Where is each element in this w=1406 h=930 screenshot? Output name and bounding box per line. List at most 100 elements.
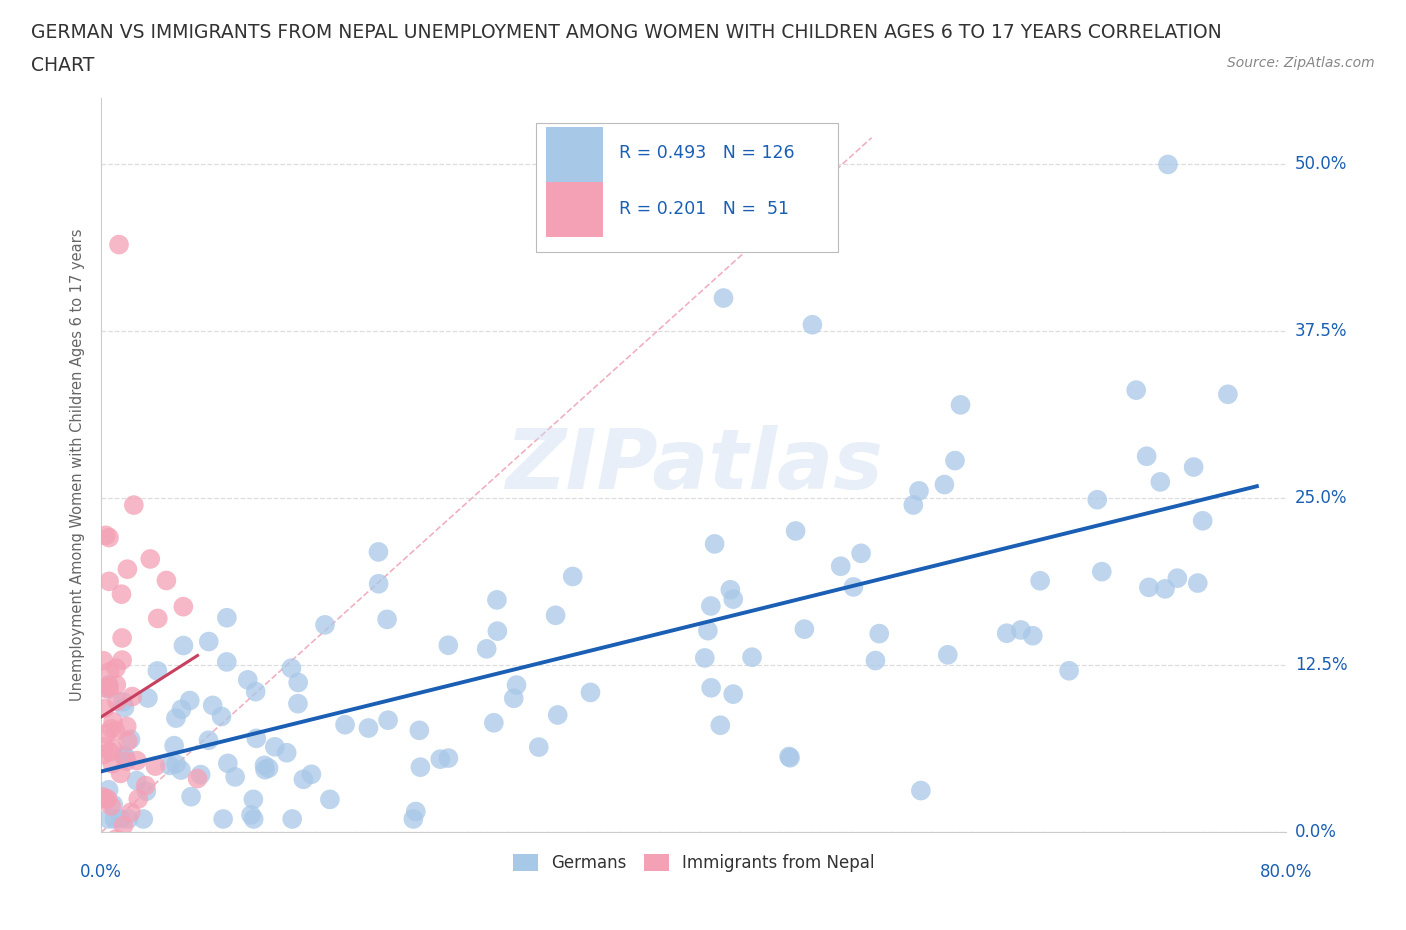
Point (105, 660, 128, 675)
Point (505, 678, 527, 693)
Point (287, 697, 309, 711)
Point (105, 694, 128, 709)
Point (97, 782, 120, 797)
Point (197, 634, 219, 649)
Point (103, 797, 125, 812)
Text: R = 0.201   N =  51: R = 0.201 N = 51 (619, 200, 789, 219)
Point (276, 745, 298, 760)
Point (91, 838, 114, 853)
Point (215, 655, 238, 670)
Point (121, 689, 143, 704)
Point (190, 767, 212, 782)
Point (93, 701, 115, 716)
Point (215, 610, 238, 625)
Point (165, 757, 187, 772)
Point (155, 573, 177, 588)
Point (903, 498, 925, 512)
Point (700, 599, 723, 614)
Point (475, 642, 498, 657)
Point (1085, 492, 1108, 507)
Point (112, 818, 135, 833)
FancyBboxPatch shape (546, 182, 603, 237)
Y-axis label: Unemployment Among Women with Children Ages 6 to 17 years: Unemployment Among Women with Children A… (70, 229, 86, 701)
Point (97, 677, 120, 692)
Point (703, 537, 725, 551)
Point (375, 612, 398, 627)
Point (257, 761, 280, 776)
Point (830, 559, 852, 574)
Point (139, 551, 162, 566)
Point (1149, 474, 1171, 489)
Point (211, 709, 233, 724)
Point (1125, 383, 1147, 398)
Text: 12.5%: 12.5% (1295, 657, 1347, 674)
Point (1010, 622, 1032, 637)
Point (995, 626, 1018, 641)
Point (224, 769, 246, 784)
Point (110, 812, 132, 827)
Point (949, 397, 972, 412)
Point (718, 582, 741, 597)
Point (136, 691, 159, 706)
Point (111, 695, 134, 710)
Point (1057, 663, 1080, 678)
Point (1182, 459, 1205, 474)
Point (700, 681, 723, 696)
Point (96, 791, 118, 806)
Point (115, 753, 138, 768)
Text: 0.0%: 0.0% (80, 863, 122, 881)
Point (94, 528, 117, 543)
Point (314, 618, 336, 632)
Point (105, 831, 128, 846)
Point (94, 726, 117, 741)
Point (1187, 576, 1209, 591)
Point (253, 758, 276, 773)
Point (779, 751, 801, 765)
Point (405, 804, 427, 819)
Point (527, 739, 550, 754)
Point (93, 747, 115, 762)
Point (111, 653, 134, 668)
Point (1216, 387, 1239, 402)
Point (120, 732, 142, 747)
Point (93, 653, 115, 668)
Point (186, 771, 208, 786)
Point (402, 812, 425, 827)
Point (1154, 581, 1177, 596)
Text: ZIPatlas: ZIPatlas (505, 424, 883, 506)
Point (721, 686, 744, 701)
Text: 50.0%: 50.0% (1295, 155, 1347, 173)
Point (93, 739, 115, 754)
Point (115, 719, 138, 734)
Point (110, 587, 132, 602)
Point (280, 660, 302, 675)
Point (114, 700, 136, 715)
Point (115, 838, 138, 853)
Point (91, 838, 114, 853)
Point (437, 638, 460, 653)
Point (117, 812, 139, 827)
Point (723, 591, 745, 606)
Point (101, 742, 124, 757)
Point (377, 712, 399, 727)
Point (485, 592, 508, 607)
Point (91, 790, 114, 804)
Point (101, 714, 124, 729)
Point (135, 784, 157, 799)
Point (98, 664, 121, 679)
Point (197, 733, 219, 748)
Point (785, 524, 807, 538)
Point (1191, 513, 1213, 528)
Point (693, 650, 716, 665)
Point (170, 763, 193, 777)
Point (1022, 629, 1045, 644)
Point (127, 791, 149, 806)
Point (101, 756, 124, 771)
Point (908, 484, 931, 498)
Point (103, 812, 125, 827)
Point (333, 717, 356, 732)
Point (943, 453, 966, 468)
Point (100, 799, 122, 814)
Text: 37.5%: 37.5% (1295, 323, 1347, 340)
Point (111, 631, 134, 645)
